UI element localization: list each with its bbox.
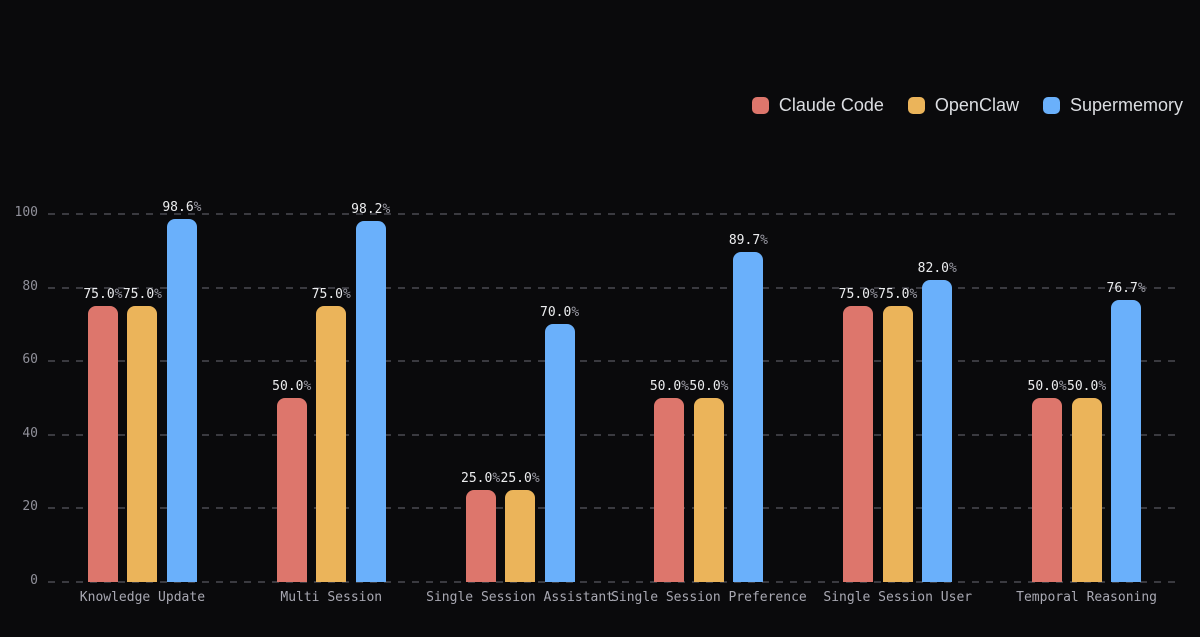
legend-swatch-icon <box>1042 97 1060 114</box>
bar-supermemory <box>355 220 386 582</box>
bar-value-label: 75.0% <box>83 287 123 302</box>
bar-value-label: 98.6% <box>162 200 202 216</box>
bar-value-label: 75.0% <box>838 287 878 302</box>
gridline <box>48 581 1181 583</box>
chart-legend: Claude Code OpenClaw Supermemory <box>751 95 1183 116</box>
y-axis-tick-label: 100 <box>14 205 38 220</box>
gridline <box>48 433 1181 436</box>
bar-value-label: 89.7% <box>728 232 768 248</box>
bar-claude-code <box>465 490 496 582</box>
bar-value-label: 75.0% <box>878 287 918 302</box>
x-axis-category-label: Single Session Preference <box>611 590 807 605</box>
bar-supermemory <box>1111 299 1142 582</box>
bar-value-label: 75.0% <box>122 287 162 302</box>
y-axis-tick-label: 0 <box>30 573 38 588</box>
bar-value-label: 70.0% <box>540 305 580 321</box>
gridline <box>48 507 1181 510</box>
bar-openclaw <box>505 490 536 582</box>
legend-label: Supermemory <box>1069 95 1183 115</box>
bar-claude-code <box>87 306 118 582</box>
gridline <box>48 286 1181 289</box>
x-axis-category-label: Temporal Reasoning <box>1016 590 1158 605</box>
bar-value-label: 50.0% <box>1067 379 1107 394</box>
legend-swatch-icon <box>907 97 925 114</box>
legend-label: OpenClaw <box>934 95 1019 115</box>
bar-value-label: 25.0% <box>500 471 540 486</box>
x-axis-category-label: Single Session Assistant <box>426 590 614 605</box>
bar-value-label: 75.0% <box>311 287 351 302</box>
legend-label: Claude Code <box>778 95 884 115</box>
bar-value-label: 50.0% <box>649 379 689 394</box>
bar-openclaw <box>882 306 913 582</box>
bar-supermemory <box>922 280 953 582</box>
bar-claude-code <box>654 398 685 582</box>
x-axis-category-label: Knowledge Update <box>79 590 206 605</box>
bar-claude-code <box>276 398 307 582</box>
legend-item-claude-code: Claude Code <box>751 95 884 116</box>
bar-value-label: 98.2% <box>351 201 391 217</box>
bar-claude-code <box>1032 398 1063 582</box>
bar-supermemory <box>544 324 575 582</box>
bar-value-label: 25.0% <box>461 471 501 486</box>
legend-swatch-icon <box>751 97 769 114</box>
bar-value-label: 76.7% <box>1106 280 1146 296</box>
x-axis-category-label: Single Session User <box>823 590 973 605</box>
bar-value-label: 50.0% <box>1027 379 1067 394</box>
bar-supermemory <box>733 251 764 582</box>
y-axis-tick-label: 40 <box>22 425 38 441</box>
x-axis-category-label: Multi Session <box>280 590 383 605</box>
y-axis-tick-label: 80 <box>22 278 38 294</box>
y-axis-tick-label: 60 <box>22 352 38 368</box>
bar-openclaw <box>1071 398 1102 582</box>
gridline <box>48 360 1181 363</box>
y-axis-tick-label: 20 <box>22 499 38 515</box>
bar-openclaw <box>693 398 724 582</box>
bar-claude-code <box>843 306 874 582</box>
legend-item-openclaw: OpenClaw <box>907 95 1019 116</box>
bar-supermemory <box>166 219 197 582</box>
bar-value-label: 82.0% <box>917 261 957 277</box>
legend-item-supermemory: Supermemory <box>1042 95 1183 116</box>
bar-value-label: 50.0% <box>272 379 312 394</box>
bar-openclaw <box>316 306 347 582</box>
bar-value-label: 50.0% <box>689 379 729 394</box>
gridline <box>48 213 1181 215</box>
bar-openclaw <box>127 306 158 582</box>
